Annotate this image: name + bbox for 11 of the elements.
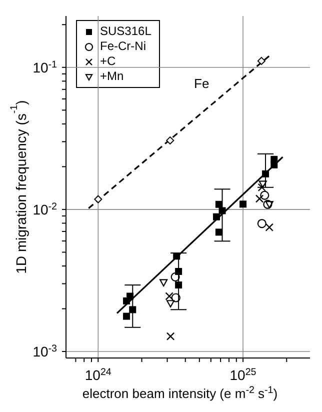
y-tick-label: 10$^{-1}$: [32, 58, 57, 76]
x-tick-label: 10$^{24}$: [84, 366, 112, 383]
y-tick-label: 10$^{-3}$: [32, 343, 58, 360]
legend-label: +Mn: [100, 69, 124, 84]
legend-label: +C: [100, 54, 116, 69]
x-axis-title: electron beam intensity (e m$^{-2}$ s$^{-1}$): [82, 384, 278, 401]
y-tick-label: 10$^{-2}$: [32, 200, 57, 218]
annotation: Fe: [194, 76, 210, 91]
legend-label: Fe-Cr-Ni: [100, 39, 146, 54]
x-tick-label: 10$^{25}$: [230, 366, 257, 383]
legend-label: SUS316L: [100, 24, 152, 39]
